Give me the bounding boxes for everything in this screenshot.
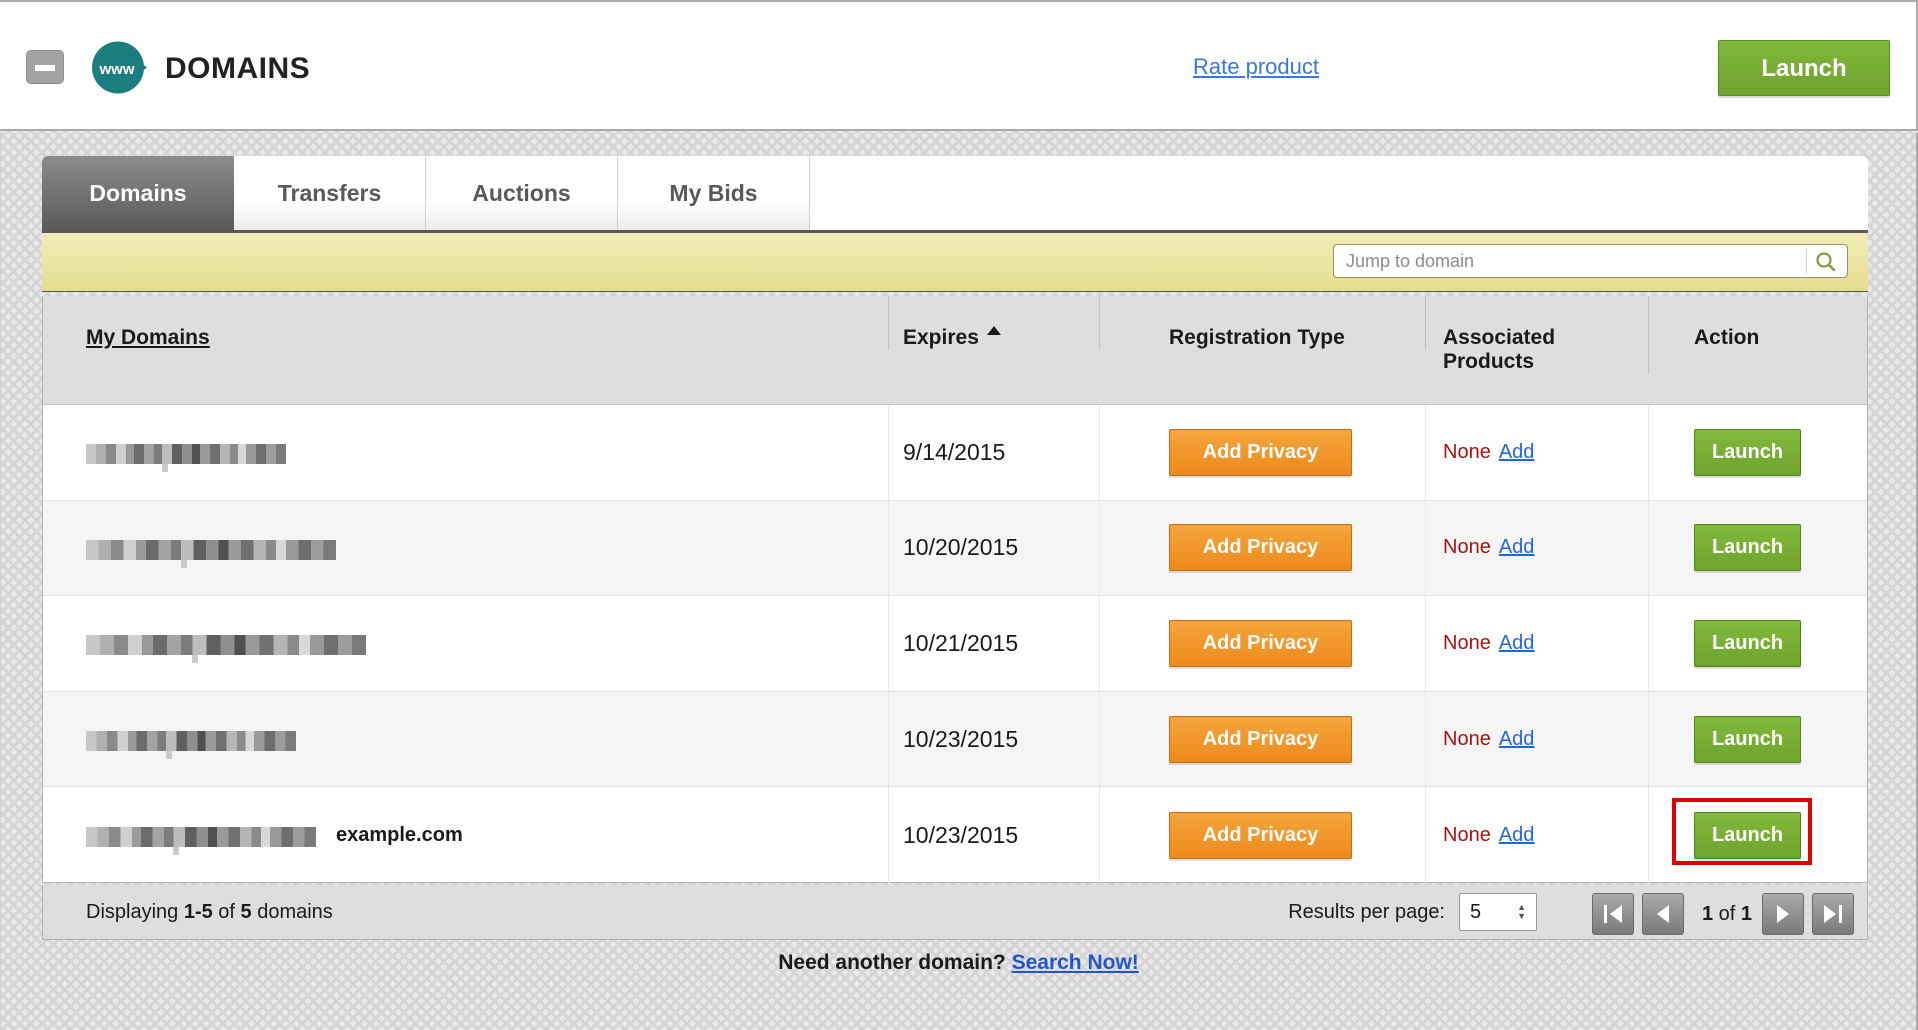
svg-text:www: www xyxy=(98,61,134,78)
